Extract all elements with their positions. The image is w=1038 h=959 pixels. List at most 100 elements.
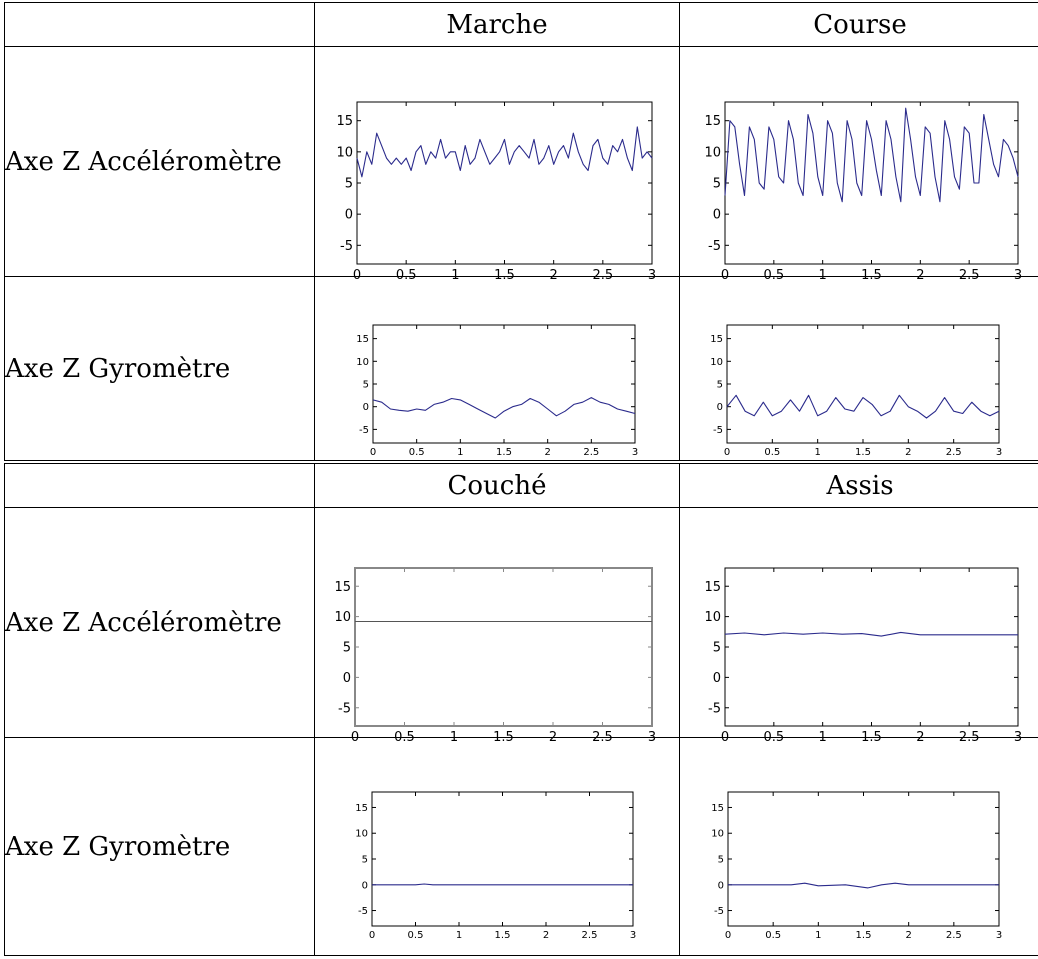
x-tick-label: 1 — [819, 268, 827, 283]
column-header: Course — [679, 2, 1038, 47]
x-tick-label: 2.5 — [946, 930, 962, 941]
x-tick-label: 0.5 — [408, 930, 424, 941]
x-tick-label: 1 — [815, 930, 821, 941]
row-label: Axe Z Accéléromètre — [4, 507, 315, 738]
y-tick-label: 15 — [704, 114, 721, 129]
corner-cell — [4, 2, 315, 47]
series-line — [372, 883, 633, 886]
x-tick-label: 0 — [353, 268, 361, 283]
plot-frame — [727, 791, 1000, 927]
x-tick-label: 2 — [905, 447, 911, 458]
plot-frame — [371, 791, 634, 927]
x-tick-label: 2 — [905, 930, 911, 941]
y-tick-label: 5 — [717, 380, 723, 391]
y-tick-label: 10 — [704, 610, 721, 625]
x-tick-label: 0 — [370, 447, 376, 458]
y-tick-label: -5 — [708, 239, 721, 254]
y-tick-label: 10 — [356, 357, 369, 368]
plot-frame — [726, 324, 1000, 444]
line-plot-assis-gyro: 0 0.5 1 1.5 2 2.5 3 15 10 5 0 -5 — [711, 791, 1002, 941]
y-tick-label: 15 — [704, 580, 721, 595]
x-tick-label: 0.5 — [764, 447, 780, 458]
y-tick-label: -5 — [340, 239, 353, 254]
plot-cell: 0 0.5 1 1.5 2 2.5 3 15 10 5 0 -5 — [679, 276, 1038, 461]
x-tick-label: 1.5 — [855, 447, 871, 458]
y-tick-label: 0 — [713, 208, 721, 223]
column-header: Couché — [314, 463, 680, 508]
plot-frame — [354, 567, 653, 727]
series-line — [724, 631, 1018, 637]
y-tick-label: -5 — [713, 425, 723, 436]
y-tick-label: 0 — [718, 880, 724, 891]
x-tick-label: 3 — [648, 268, 656, 283]
upper-table: Marche Course Axe Z Accéléromètre 0 0.5 1 1… — [4, 2, 1038, 461]
y-tick-label: 10 — [355, 829, 368, 840]
plot-frame — [724, 567, 1019, 727]
series-line — [372, 397, 636, 419]
y-tick-label: -5 — [714, 906, 724, 917]
plot-cell: 0 0.5 1 1.5 2 2.5 3 15 10 5 0 -5 — [679, 737, 1038, 956]
column-header: Marche — [314, 2, 680, 47]
lower-table: Couché Assis Axe Z Accéléromètre 0 0.5 1 1.… — [4, 463, 1038, 956]
x-tick-label: 3 — [996, 930, 1002, 941]
x-tick-label: 1.5 — [496, 447, 512, 458]
y-tick-label: 5 — [343, 641, 351, 656]
y-tick-label: 10 — [710, 357, 723, 368]
y-tick-label: 15 — [711, 803, 724, 814]
plot-cell: 0 0.5 1 1.5 2 2.5 3 15 10 5 0 -5 — [314, 737, 680, 956]
column-header: Assis — [679, 463, 1038, 508]
x-tick-label: 2.5 — [583, 447, 599, 458]
y-tick-label: 5 — [713, 177, 721, 192]
y-tick-label: 0 — [343, 671, 351, 686]
corner-cell — [4, 463, 315, 508]
y-tick-label: 15 — [336, 114, 353, 129]
x-tick-label: 0 — [369, 930, 375, 941]
plot-cell: 0 0.5 1 1.5 2 2.5 3 15 10 5 0 -5 — [314, 507, 680, 745]
x-tick-label: 2 — [550, 268, 558, 283]
x-tick-label: 2 — [916, 268, 924, 283]
y-tick-label: 10 — [336, 145, 353, 160]
y-tick-label: -5 — [358, 906, 368, 917]
x-tick-label: 1 — [451, 268, 459, 283]
x-tick-label: 0 — [721, 268, 729, 283]
y-tick-label: 10 — [704, 145, 721, 160]
y-tick-label: 0 — [363, 402, 369, 413]
series-line — [356, 126, 653, 178]
y-tick-label: 15 — [355, 803, 368, 814]
plot-cell: 0 0.5 1 1.5 2 2.5 3 15 10 5 0 -5 — [314, 276, 680, 461]
y-tick-label: 0 — [345, 208, 353, 223]
plot-cell: 0 0.5 1 1.5 2 2.5 3 15 10 5 0 -5 — [679, 46, 1038, 283]
y-tick-label: 5 — [363, 380, 369, 391]
x-tick-label: 2 — [544, 447, 550, 458]
y-tick-label: 15 — [334, 580, 351, 595]
x-tick-label: 0.5 — [409, 447, 425, 458]
x-tick-label: 0 — [725, 930, 731, 941]
x-tick-label: 1.5 — [856, 930, 872, 941]
plot-cell: 0 0.5 1 1.5 2 2.5 3 15 10 5 0 -5 — [679, 507, 1038, 745]
y-tick-label: 10 — [334, 610, 351, 625]
plot-frame — [356, 101, 653, 265]
series-line — [728, 882, 999, 889]
x-tick-label: 1 — [457, 447, 463, 458]
y-tick-label: 5 — [718, 855, 724, 866]
row-label: Axe Z Accéléromètre — [4, 46, 315, 277]
y-tick-label: 15 — [710, 334, 723, 345]
x-tick-label: 2.5 — [946, 447, 962, 458]
x-tick-label: 3 — [632, 447, 638, 458]
plot-cell: 0 0.5 1 1.5 2 2.5 3 15 10 5 0 -5 — [314, 46, 680, 283]
series-line — [726, 394, 1000, 419]
y-tick-label: 5 — [362, 855, 368, 866]
x-tick-label: 3 — [630, 930, 636, 941]
y-tick-label: -5 — [338, 701, 351, 716]
x-tick-label: 0.5 — [765, 930, 781, 941]
x-tick-label: 1 — [814, 447, 820, 458]
y-tick-label: -5 — [359, 425, 369, 436]
x-tick-label: 3 — [1014, 268, 1022, 283]
y-tick-label: 5 — [713, 641, 721, 656]
